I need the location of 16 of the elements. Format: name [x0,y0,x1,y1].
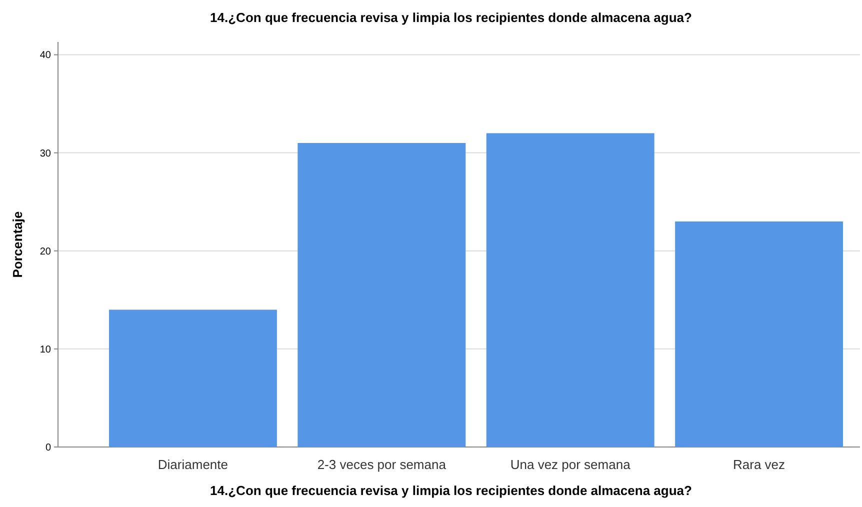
bar [675,221,844,447]
bar [108,310,277,447]
y-tick-label: 40 [40,50,52,62]
chart-title: 14.¿Con que frecuencia revisa y limpia los recipientes donde almacena agua? [210,10,692,25]
y-tick-label: 30 [40,148,52,160]
y-axis-title: Porcentaje [10,211,25,278]
x-axis-title: 14.¿Con que frecuencia revisa y limpia los recipientes donde almacena agua? [210,483,692,498]
y-tick-label: 10 [40,344,52,356]
bar [298,143,466,447]
x-tick-label: Diariamente [158,457,228,472]
y-tick-label: 0 [45,442,52,454]
x-tick-label: 2-3 veces por semana [317,457,447,472]
y-tick-label: 20 [40,246,52,258]
x-tick-label: Una vez por semana [510,457,632,472]
bar [486,133,654,447]
x-tick-label: Rara vez [733,457,786,472]
